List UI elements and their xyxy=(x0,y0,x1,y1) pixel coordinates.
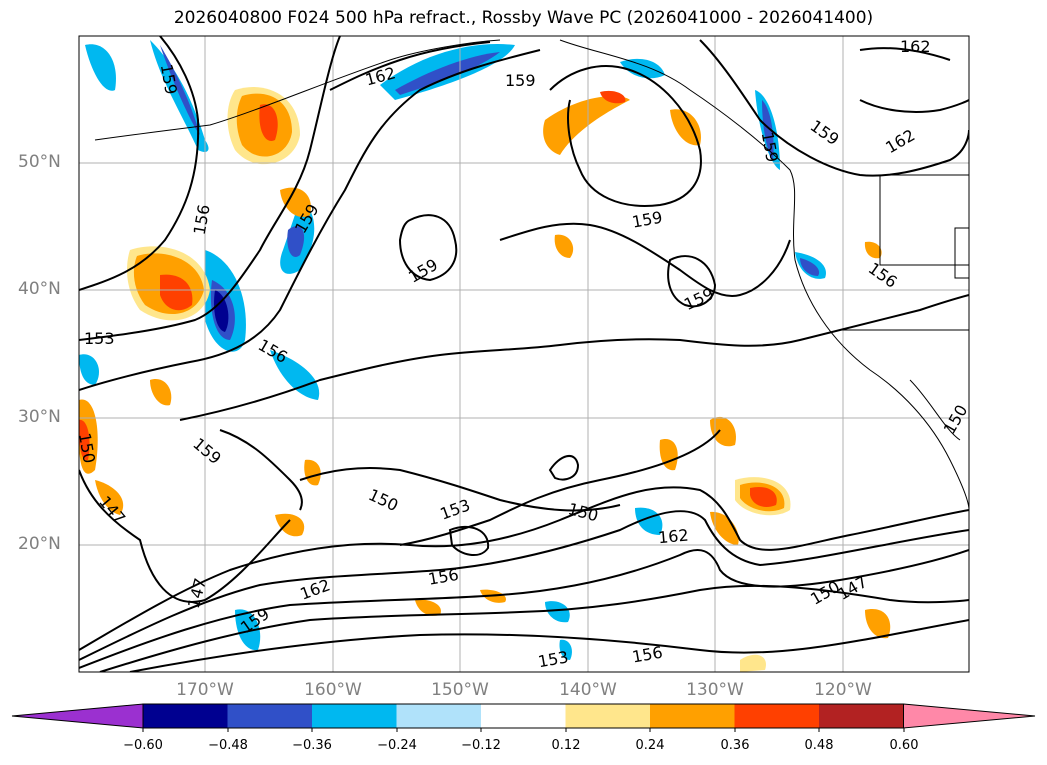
lon-label: 140°W xyxy=(559,680,617,700)
lon-label: 130°W xyxy=(686,680,744,700)
lon-label: 160°W xyxy=(304,680,362,700)
contour-label: 162 xyxy=(900,37,931,56)
graticule xyxy=(79,36,969,672)
colorbar-tick-label: 0.12 xyxy=(551,738,581,753)
colorbar-tick-label: 0.24 xyxy=(635,738,665,753)
lon-label: 120°W xyxy=(814,680,872,700)
contour-label: 162 xyxy=(657,526,689,548)
map-title: 2026040800 F024 500 hPa refract., Rossby… xyxy=(173,8,874,28)
colorbar-tick-label: 0.48 xyxy=(804,738,834,753)
contour-label: 159 xyxy=(505,71,536,90)
colorbar-tick-label: −0.24 xyxy=(377,738,417,753)
colorbar-tick-label: 0.36 xyxy=(720,738,750,753)
lat-label: 20°N xyxy=(18,534,61,554)
colorbar-tick-label: −0.12 xyxy=(461,738,501,753)
lat-label: 40°N xyxy=(18,279,61,299)
contour-lines xyxy=(79,36,969,672)
colorbar-tick-label: −0.48 xyxy=(208,738,248,753)
colorbar-tick-label: 0.60 xyxy=(889,738,919,753)
plot-background xyxy=(79,36,969,672)
colorbar-tick-label: −0.36 xyxy=(292,738,332,753)
lat-label: 30°N xyxy=(18,407,61,427)
plot-frame xyxy=(78,35,970,673)
colorbar-tick-label: −0.60 xyxy=(123,738,163,753)
lon-label: 170°W xyxy=(176,680,234,700)
lon-label: 150°W xyxy=(431,680,489,700)
contour-label: 153 xyxy=(84,329,115,348)
shaded-anomalies xyxy=(79,40,891,672)
lat-label: 50°N xyxy=(18,152,61,172)
coastlines xyxy=(94,39,969,511)
